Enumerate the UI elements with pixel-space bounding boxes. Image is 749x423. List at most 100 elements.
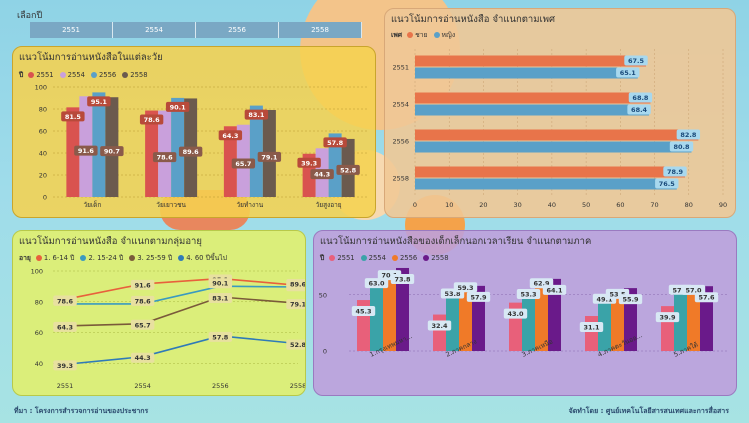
data-label-bg (130, 295, 155, 306)
data-label: 90.1 (212, 280, 229, 288)
legend-item[interactable]: 2558 (122, 71, 148, 79)
legend-swatch (59, 71, 66, 78)
y-tick-label: 60 (39, 128, 47, 136)
legend-item[interactable]: 2551 (28, 71, 54, 79)
bar (223, 126, 237, 197)
legend-item[interactable]: 2. 15-24 ปี (80, 252, 123, 263)
data-label: 91.6 (78, 147, 95, 155)
bar (446, 290, 459, 351)
legend-item[interactable]: 2558 (423, 253, 449, 262)
data-label: 39.3 (57, 362, 73, 370)
legend-label: 2551 (337, 253, 355, 262)
legend-label: 2558 (431, 253, 449, 262)
bar (415, 141, 692, 153)
x-tick-label: 30 (514, 201, 522, 209)
y-tick-label: 2556 (392, 138, 409, 146)
data-label: 91.6 (135, 281, 152, 289)
legend-label: 2556 (98, 70, 117, 79)
y-tick-label: 100 (35, 84, 47, 92)
year-button-2551[interactable]: 2551 (30, 22, 113, 38)
legend-swatch (129, 254, 136, 261)
data-label: 53.3 (520, 291, 536, 299)
bar (415, 67, 638, 79)
chart-title: แนวโน้มการอ่านหนังสือ จำแนกตามเพศ (391, 14, 556, 25)
legend-item[interactable]: ชาย (407, 29, 428, 40)
data-label-bg (618, 294, 643, 305)
bar (415, 104, 650, 116)
data-label-bg (503, 308, 528, 319)
legend-item[interactable]: 1. 6-14 ปี (35, 252, 74, 263)
legend-label: 2556 (399, 253, 418, 262)
bar (415, 166, 686, 178)
data-label-bg (139, 114, 164, 125)
legend-label: ชาย (415, 31, 428, 39)
legend-swatch (80, 254, 87, 261)
year-button-2554[interactable]: 2554 (113, 22, 196, 38)
data-label-bg (244, 109, 269, 120)
data-label: 68.4 (631, 106, 648, 114)
data-label-bg (53, 295, 77, 306)
legend-swatch (28, 71, 35, 78)
bar (611, 290, 624, 351)
bar (415, 55, 646, 67)
x-tick-label: 80 (685, 201, 693, 209)
year-button-2556[interactable]: 2556 (196, 22, 279, 38)
region-bar-chart-panel: แนวโน้มการอ่านหนังสือของเด็กเล็กนอกเวลาเ… (313, 230, 737, 396)
x-tick-label: วัยเยาวชน (156, 201, 186, 209)
data-label-bg (208, 293, 233, 303)
data-label: 57.8 (327, 139, 344, 147)
legend-item[interactable]: 2556 (90, 70, 117, 79)
x-tick-label: 2558 (290, 382, 306, 390)
legend-item[interactable]: หญิง (433, 29, 455, 40)
chart-title: แนวโน้มการอ่านหนังสือ จำแนกตามกลุ่มอายุ (19, 236, 202, 247)
data-label: 44.3 (135, 354, 151, 362)
data-label-bg (542, 284, 567, 295)
data-label: 31.1 (583, 324, 600, 332)
legend-item[interactable]: 4. 60 ปีขึ้นไป (178, 252, 227, 263)
bar (415, 178, 677, 190)
legend-item[interactable]: 2554 (360, 254, 386, 262)
x-tick-label: 20 (479, 201, 487, 209)
data-label-bg (218, 130, 243, 141)
data-label: 62.9 (533, 280, 550, 288)
data-label-bg (130, 352, 155, 363)
bar (472, 285, 485, 351)
legend-item[interactable]: 2551 (329, 253, 355, 262)
data-label: 79.1 (290, 301, 306, 309)
legend-label: 2. 15-24 ปี (88, 254, 124, 262)
x-tick-label: 2551 (57, 382, 74, 390)
legend-label: 2554 (67, 70, 85, 79)
legend-item[interactable]: 2556 (391, 253, 418, 262)
chart-legend: ปี 2551 2554 2556 2558 (19, 69, 154, 80)
data-label-bg (616, 67, 640, 78)
data-label: 78.6 (157, 154, 174, 162)
data-label: 53.8 (444, 290, 461, 298)
year-button-2558[interactable]: 2558 (279, 22, 362, 38)
bar (328, 133, 342, 197)
bar (522, 291, 535, 351)
data-label-bg (466, 291, 491, 302)
legend-item[interactable]: 3. 25-59 ปี (129, 252, 172, 263)
bar (598, 295, 611, 351)
data-label-bg (323, 137, 347, 148)
legend-item[interactable]: 2554 (59, 70, 85, 79)
data-label: 78.6 (135, 297, 152, 305)
data-label-bg (310, 169, 334, 180)
age-bar-chart-panel: แนวโน้มการอ่านหนังสือในแต่ละวัย ปี 2551 … (12, 46, 376, 218)
data-label: 65.1 (620, 69, 637, 77)
legend-swatch (178, 254, 185, 261)
data-label: 64.3 (57, 323, 73, 331)
data-label: 65.7 (235, 160, 251, 168)
age-bar-chart: 0 20 40 60 80 100 81.5 91.6 95.1 90.7 วัยเด็ก 78.6 7… (35, 84, 368, 209)
data-label-bg (624, 55, 648, 66)
source-note: ที่มา : โครงการสำรวจการอ่านของประชากร (14, 407, 149, 415)
data-label: 64.3 (222, 132, 238, 140)
x-tick-label: 90 (719, 201, 727, 209)
data-label: 83.1 (248, 111, 265, 119)
data-label: 90.1 (170, 103, 187, 111)
age-line-chart-panel: แนวโน้มการอ่านหนังสือ จำแนกตามกลุ่มอายุ … (12, 230, 306, 396)
data-label: 63.0 (368, 280, 385, 288)
data-label: 64.1 (546, 286, 563, 294)
y-tick-label: 0 (323, 348, 327, 356)
series-line (65, 285, 299, 305)
